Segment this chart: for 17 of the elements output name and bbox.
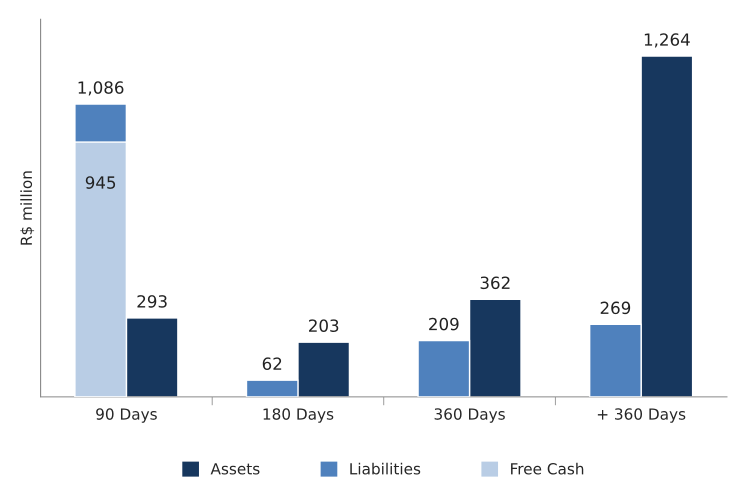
- legend-label: Liabilities: [350, 462, 420, 475]
- data-label: 209: [429, 318, 459, 330]
- data-label: 203: [309, 319, 338, 332]
- y-axis-title: R$ million: [20, 171, 34, 245]
- data-label: 62: [262, 357, 282, 370]
- data-label: 269: [600, 302, 630, 314]
- x-tick-label: 360 Days: [434, 408, 505, 423]
- data-label: 1,086: [78, 81, 124, 96]
- data-label: 1,264: [644, 33, 690, 48]
- legend-label: Free Cash: [511, 462, 584, 475]
- data-label: 293: [137, 295, 167, 308]
- data-label: 945: [86, 176, 116, 189]
- data-label: 362: [480, 276, 510, 290]
- x-tick-label: + 360 Days: [598, 408, 686, 423]
- legend-label: Assets: [210, 463, 260, 475]
- x-tick-label: 90 Days: [96, 408, 157, 423]
- x-tick-label: 180 Days: [264, 408, 334, 423]
